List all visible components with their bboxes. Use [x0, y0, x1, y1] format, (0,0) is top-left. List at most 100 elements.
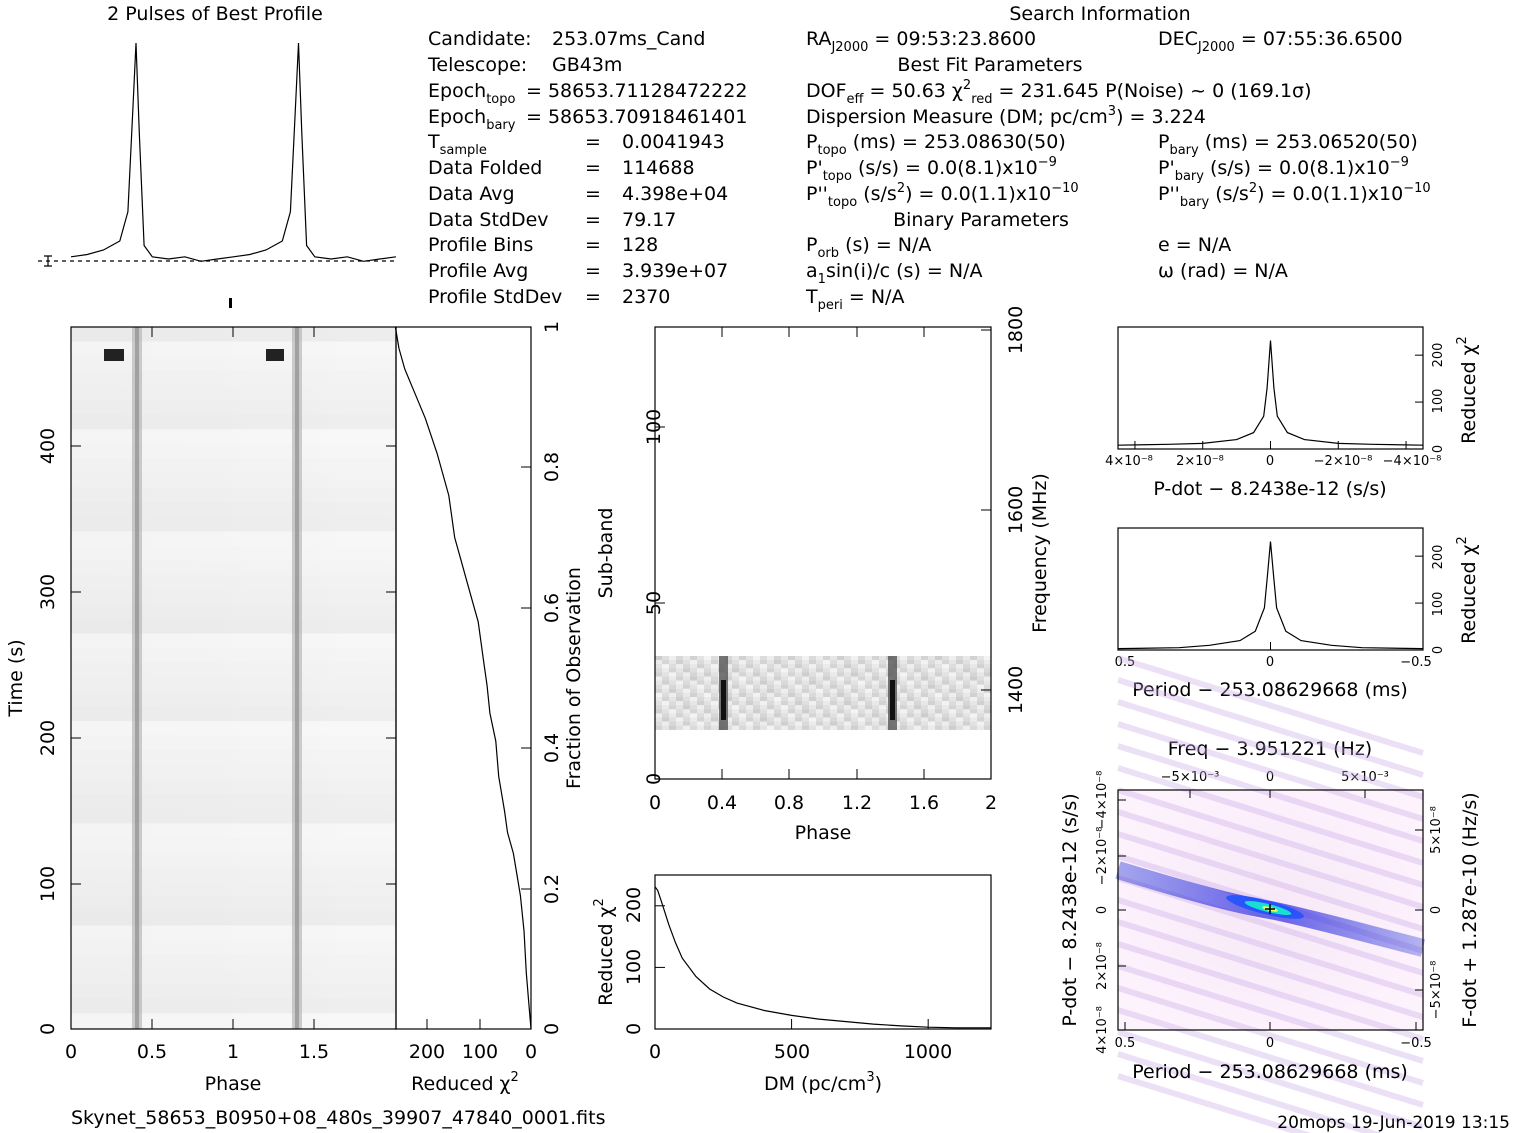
ct-ytick-0: 0: [541, 1023, 563, 1035]
subband-cell: [935, 717, 942, 722]
subband-cell: [900, 684, 907, 689]
subband-cell: [781, 697, 788, 702]
profile-avg-eq: =: [585, 260, 601, 282]
subband-cell: [949, 676, 956, 681]
subband-cell: [753, 709, 760, 714]
subband-cell: [914, 672, 921, 677]
subband-cell: [844, 717, 851, 722]
subband-cell: [823, 713, 830, 718]
subband-cell: [879, 676, 886, 681]
subband-cell: [956, 721, 963, 726]
subband-cell: [879, 664, 886, 669]
subband-cell: [830, 676, 837, 681]
subband-cell: [774, 684, 781, 689]
data-stddev-value: 79.17: [622, 209, 676, 231]
data-folded-eq: =: [585, 157, 601, 179]
subband-cell: [725, 697, 732, 702]
subband-cell: [830, 721, 837, 726]
subband-cell: [662, 672, 669, 677]
subband-cell: [809, 697, 816, 702]
subband-cell: [739, 721, 746, 726]
subband-cell: [963, 688, 970, 693]
subband-cell: [676, 721, 683, 726]
omega: ω (rad) = N/A: [1158, 260, 1288, 282]
subband-cell: [963, 709, 970, 714]
subband-cell: [830, 684, 837, 689]
pdot-panel: 4×10⁻⁸ 2×10⁻⁸ 0 −2×10⁻⁸ −4×10⁻⁸ P-dot − …: [1105, 326, 1480, 500]
subband-cell: [690, 705, 697, 710]
dm-line: Dispersion Measure (DM; pc/cm3) = 3.224: [806, 104, 1206, 128]
profile-stddev-value: 2370: [622, 286, 670, 308]
subband-cell: [711, 692, 718, 697]
data-folded-label: Data Folded: [428, 157, 542, 179]
subband-cell: [956, 688, 963, 693]
sb-xtick-4: 1.6: [909, 792, 939, 814]
subband-cell: [795, 701, 802, 706]
subband-cell: [739, 664, 746, 669]
subband-cell: [767, 676, 774, 681]
subband-cell: [956, 705, 963, 710]
subband-cell: [977, 664, 984, 669]
subband-cell: [879, 717, 886, 722]
subband-cell: [977, 656, 984, 661]
subband-cell: [858, 713, 865, 718]
subband-cell: [914, 676, 921, 681]
subband-cell: [956, 725, 963, 730]
subband-cell: [830, 664, 837, 669]
subband-cell: [823, 680, 830, 685]
subband-cell: [704, 664, 711, 669]
subband-cell: [900, 725, 907, 730]
subband-cell: [802, 697, 809, 702]
subband-cell: [760, 692, 767, 697]
subband-cell: [725, 664, 732, 669]
subband-cell: [977, 680, 984, 685]
subband-cell: [697, 709, 704, 714]
epoch-bary-value: = 58653.70918461401: [526, 106, 747, 128]
tp-ytick-3: 300: [37, 574, 59, 610]
subband-cell: [956, 697, 963, 702]
subband-cell: [690, 713, 697, 718]
subband-cell: [858, 701, 865, 706]
subband-pulse-2-core: [890, 680, 895, 720]
subband-cell: [963, 668, 970, 673]
subband-cell: [914, 713, 921, 718]
subband-cell: [914, 717, 921, 722]
data-stddev-eq: =: [585, 209, 601, 231]
subband-cell: [865, 697, 872, 702]
subband-cell: [900, 709, 907, 714]
subband-cell: [844, 668, 851, 673]
subband-cell: [760, 656, 767, 661]
subband-cell: [921, 680, 928, 685]
subband-cell: [760, 668, 767, 673]
time-row: [71, 531, 396, 546]
subband-pulse-1-core: [721, 680, 726, 720]
subband-cell: [872, 697, 879, 702]
time-row: [71, 838, 396, 853]
pd-xtick-4: −4×10⁻⁸: [1383, 454, 1442, 469]
subband-cell: [977, 688, 984, 693]
subband-cell: [844, 701, 851, 706]
subband-cell: [928, 717, 935, 722]
subband-cell: [837, 701, 844, 706]
subband-cell: [984, 697, 991, 702]
ct-ylabel: Fraction of Observation: [563, 567, 585, 789]
subband-cell: [956, 660, 963, 665]
subband-cell: [928, 672, 935, 677]
subband-cell: [900, 668, 907, 673]
subband-cell: [914, 697, 921, 702]
subband-cell: [655, 676, 662, 681]
subband-cell: [935, 705, 942, 710]
subband-cell: [907, 697, 914, 702]
subband-cell: [837, 692, 844, 697]
subband-cell: [942, 705, 949, 710]
time-row: [71, 765, 396, 780]
subband-cell: [739, 668, 746, 673]
subband-cell: [739, 688, 746, 693]
subband-cell: [865, 717, 872, 722]
subband-cell: [732, 705, 739, 710]
subband-cell: [753, 721, 760, 726]
subband-cell: [816, 701, 823, 706]
subband-cell: [760, 725, 767, 730]
subband-cell: [970, 672, 977, 677]
subband-cell: [774, 672, 781, 677]
